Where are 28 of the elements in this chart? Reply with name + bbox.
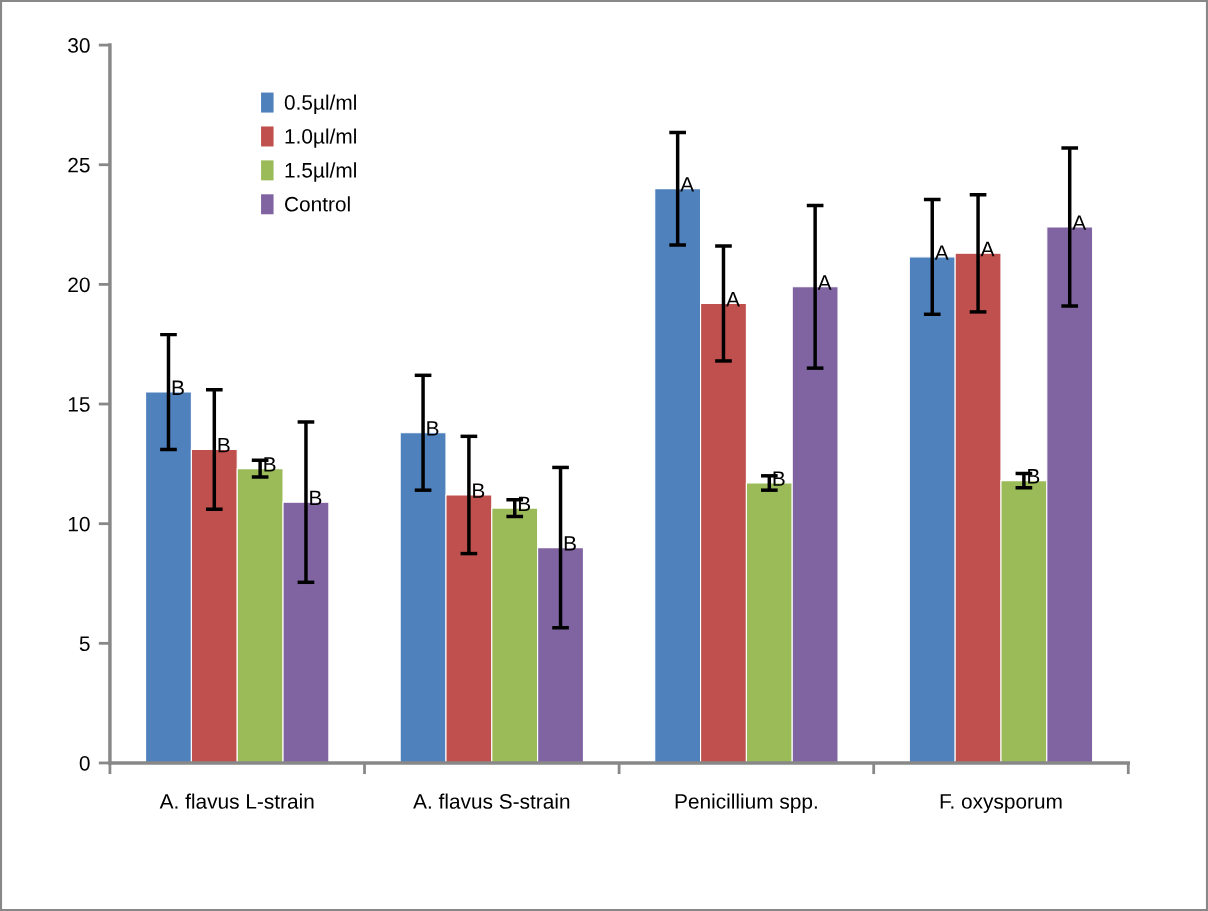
- y-tick-label: 0: [79, 755, 90, 771]
- y-tick-label: 30: [68, 38, 90, 53]
- data-label: B: [172, 380, 184, 395]
- legend-label: Control: [285, 196, 350, 212]
- y-tick-label: 15: [68, 397, 90, 412]
- data-label: A: [980, 241, 995, 257]
- data-label: A: [680, 177, 695, 192]
- data-label: B: [310, 490, 322, 505]
- data-label: A: [1072, 215, 1087, 230]
- data-label: B: [473, 483, 485, 498]
- data-label: A: [934, 245, 949, 260]
- data-label: A: [817, 275, 832, 290]
- x-tick-label: A. flavus L-strain: [159, 793, 314, 809]
- x-tick-label: F. oxysporum: [940, 794, 1062, 813]
- data-label: B: [773, 471, 785, 486]
- y-tick-label: 25: [68, 157, 90, 173]
- x-tick-label: A. flavus S-strain: [413, 793, 570, 809]
- data-label: B: [218, 438, 230, 453]
- legend-label: 1.5µl/ml: [285, 162, 356, 182]
- y-tick-label: 20: [68, 277, 90, 293]
- y-tick-label: 10: [68, 516, 90, 532]
- legend-label: 0.5µl/ml: [284, 94, 356, 114]
- x-tick-label: Penicillium spp.: [675, 793, 817, 813]
- data-label: A: [726, 292, 740, 307]
- data-label: B: [564, 536, 576, 551]
- legend-label: 1.0µl/ml: [285, 128, 356, 148]
- data-label: B: [427, 421, 439, 436]
- y-tick-label: 5: [79, 636, 90, 652]
